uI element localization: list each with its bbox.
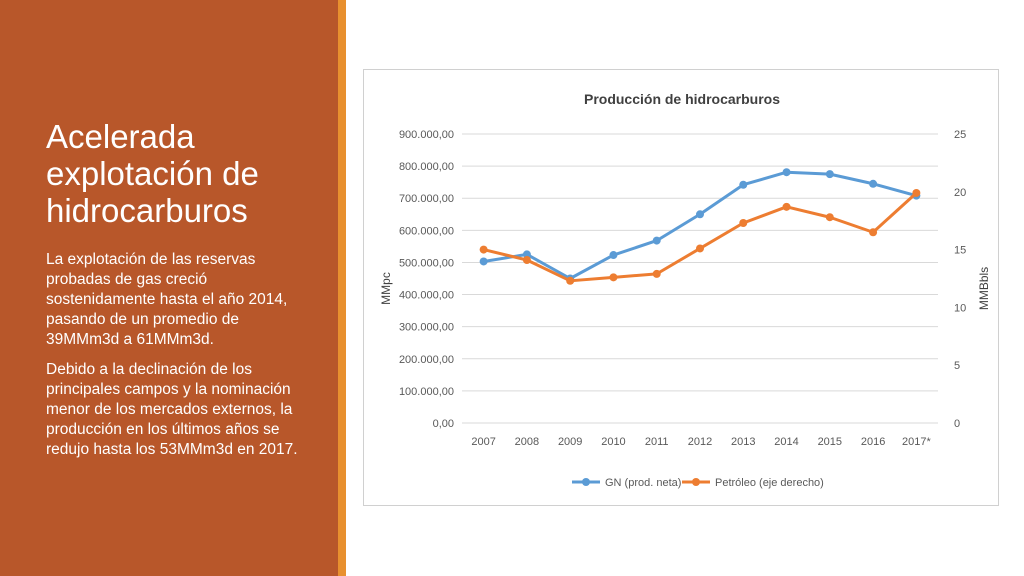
y-tick-label: 700.000,00	[399, 193, 454, 205]
x-tick-label: 2007	[471, 436, 495, 448]
y2-tick-label: 10	[954, 302, 966, 314]
data-point-petroleo	[739, 219, 748, 228]
data-point-gn	[825, 170, 834, 179]
production-chart: Producción de hidrocarburos 0,00 100.000,…	[379, 91, 991, 489]
title-panel: Acelerada explotación de hidrocarburos L…	[0, 0, 338, 576]
x-tick-label: 2010	[601, 436, 625, 448]
data-point-gn	[479, 257, 488, 266]
x-axis-ticks: 2007 2008 2009 2010 2011 2012 2013 2014 2015 2016…	[471, 436, 931, 448]
data-point-petroleo	[566, 276, 575, 285]
legend-swatch-marker	[582, 478, 590, 486]
y-tick-label: 800.000,00	[399, 161, 454, 173]
y-tick-label: 0,00	[433, 418, 454, 430]
data-point-petroleo	[912, 188, 921, 197]
data-point-gn	[696, 210, 704, 219]
data-point-gn	[739, 180, 748, 189]
y2-tick-label: 20	[954, 187, 966, 199]
y-tick-label: 400.000,00	[399, 290, 454, 302]
y2-tick-label: 15	[954, 245, 966, 257]
slide-body: La explotación de las reservas probadas …	[46, 250, 308, 470]
data-point-petroleo	[869, 228, 878, 237]
y2-tick-label: 0	[954, 418, 960, 430]
left-axis-ticks: 0,00 100.000,00 200.000,00 300.000,00 400.00…	[399, 129, 454, 430]
legend-label: Petróleo (eje derecho)	[715, 477, 824, 489]
right-axis-label: MMBbls	[977, 267, 991, 310]
right-axis-ticks: 0 5 10 15 20 25	[954, 129, 966, 430]
paragraph-gas-growth: La explotación de las reservas probadas …	[46, 251, 288, 348]
data-point-gn	[522, 250, 531, 259]
data-point-petroleo	[652, 269, 661, 278]
paragraph-gas-decline: Debido a la declinación de los principal…	[46, 361, 298, 458]
slide-title: Acelerada explotación de hidrocarburos	[46, 118, 259, 229]
gridlines	[462, 133, 938, 424]
y-tick-label: 600.000,00	[399, 225, 454, 237]
data-point-gn	[782, 168, 791, 177]
x-tick-label: 2017*	[902, 436, 931, 448]
accent-divider	[338, 0, 346, 576]
y-tick-label: 900.000,00	[399, 129, 454, 141]
y-tick-label: 300.000,00	[399, 322, 454, 334]
data-point-gn	[652, 236, 661, 245]
data-point-gn	[609, 251, 618, 260]
x-tick-label: 2011	[645, 436, 669, 448]
legend-swatch-marker	[692, 478, 700, 486]
y-tick-label: 100.000,00	[399, 386, 454, 398]
data-point-petroleo	[609, 273, 618, 282]
y2-tick-label: 25	[954, 129, 966, 141]
data-point-petroleo	[479, 245, 488, 254]
x-tick-label: 2016	[861, 436, 885, 448]
chart-legend: GN (prod. neta) Petróleo (eje derecho)	[572, 477, 824, 489]
data-point-petroleo	[825, 213, 834, 222]
chart-container: Producción de hidrocarburos 0,00 100.000,…	[363, 69, 999, 506]
data-point-petroleo	[782, 202, 791, 211]
x-tick-label: 2008	[515, 436, 539, 448]
x-tick-label: 2014	[774, 436, 798, 448]
series-lines	[479, 168, 921, 285]
data-point-petroleo	[696, 244, 704, 253]
x-tick-label: 2013	[731, 436, 755, 448]
data-point-petroleo	[522, 256, 531, 265]
x-tick-label: 2009	[558, 436, 582, 448]
data-point-gn	[869, 179, 878, 188]
y-tick-label: 200.000,00	[399, 354, 454, 366]
chart-title: Producción de hidrocarburos	[584, 91, 780, 107]
legend-label: GN (prod. neta)	[605, 477, 681, 489]
y2-tick-label: 5	[954, 360, 960, 372]
x-tick-label: 2015	[818, 436, 842, 448]
y-tick-label: 500.000,00	[399, 257, 454, 269]
left-axis-label: MMpc	[379, 272, 393, 305]
x-tick-label: 2012	[688, 436, 712, 448]
